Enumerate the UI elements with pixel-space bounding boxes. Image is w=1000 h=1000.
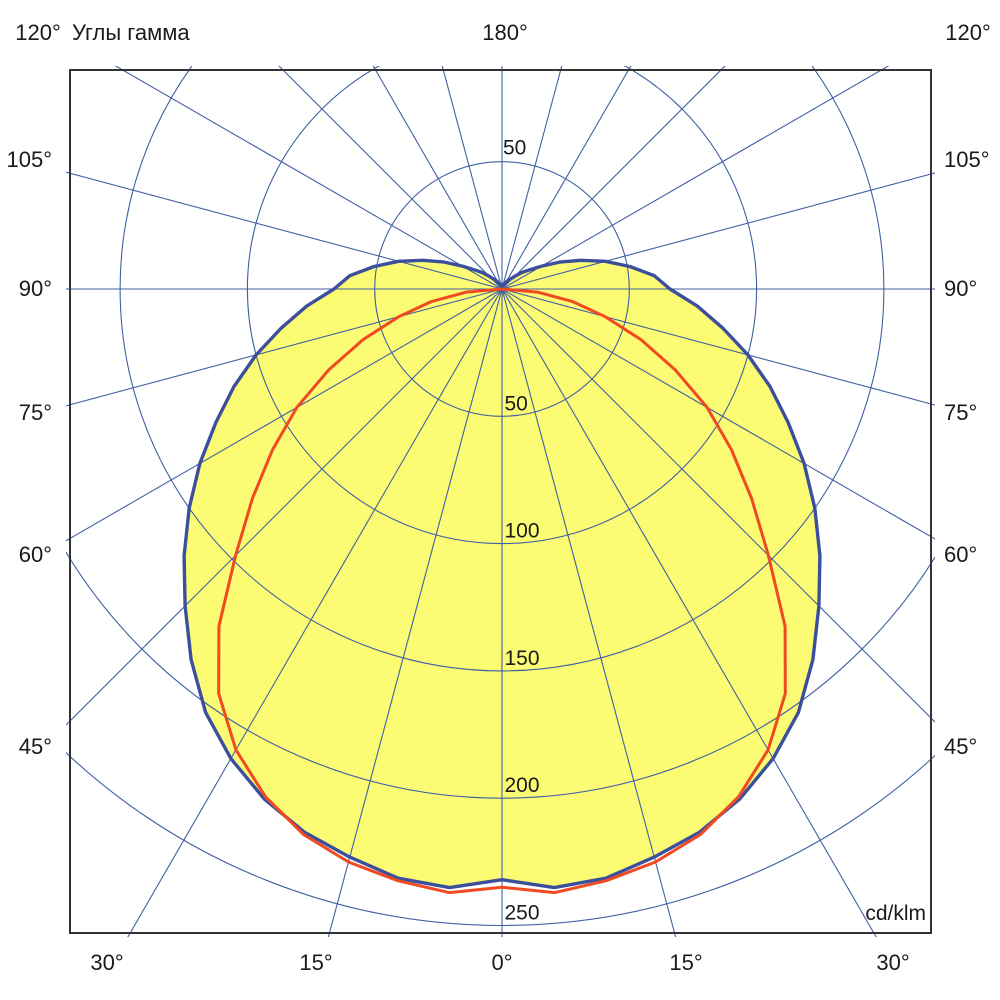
radial-tick-label-200: 200 <box>505 774 540 797</box>
gamma-label-top-left: 120° <box>15 20 61 45</box>
grid-ray-75 <box>501 288 935 406</box>
gamma-label-bottom-15-left: 15° <box>299 950 333 975</box>
gamma-label-left-45: 45° <box>18 734 52 759</box>
gamma-label-right-45: 45° <box>944 734 978 759</box>
c90-c270-curve <box>217 287 787 895</box>
grid-ray-225 <box>278 66 503 290</box>
grid-ray-135 <box>501 66 726 290</box>
grid-ray-195 <box>441 66 503 290</box>
grid-ray-345 <box>327 288 503 937</box>
grid-ray-105 <box>501 172 935 290</box>
grid-ray-315 <box>66 288 503 726</box>
gamma-label-bottom-15-right: 15° <box>669 950 703 975</box>
gamma-label-top-center: 180° <box>482 20 528 45</box>
gamma-label-left-60: 60° <box>18 542 52 567</box>
gamma-label-bottom-0: 0° <box>491 950 513 975</box>
grid-ray-255 <box>66 171 503 290</box>
gamma-label-bottom-30-right: 30° <box>876 950 910 975</box>
gamma-label-bottom-30-left: 30° <box>90 950 124 975</box>
grid-ray-120 <box>501 66 890 290</box>
gamma-label-right-90: 90° <box>944 276 978 301</box>
gamma-label-left-105: 105° <box>6 147 52 172</box>
radial-tick-labels: 50 100 150 200 250 50 <box>503 137 540 925</box>
gamma-label-right-60: 60° <box>944 542 978 567</box>
units-label: cd/klm <box>865 902 926 925</box>
grid-ray-285 <box>66 288 503 407</box>
grid-ray-330 <box>127 288 503 937</box>
radial-tick-label-50: 50 <box>505 392 528 415</box>
chart-title: Углы гамма <box>72 20 190 45</box>
radial-tick-label-100: 100 <box>505 520 540 543</box>
c0-c180-curve <box>182 258 822 890</box>
grid-ray-150 <box>501 66 632 290</box>
grid-ray-15 <box>501 288 677 937</box>
grid-ray-240 <box>114 66 503 290</box>
gamma-label-left-75: 75° <box>18 400 52 425</box>
radial-tick-label-150: 150 <box>505 647 540 670</box>
grid-ray-210 <box>372 66 503 290</box>
gamma-label-left-90: 90° <box>18 276 52 301</box>
grid-ray-45 <box>501 288 935 723</box>
plot-border <box>69 69 932 934</box>
radial-tick-label-upper-50: 50 <box>503 137 526 160</box>
grid-ray-30 <box>501 288 877 937</box>
grid-ray-165 <box>501 66 563 290</box>
grid-ray-300 <box>66 288 503 542</box>
radial-tick-label-250: 250 <box>505 902 540 925</box>
curves-layer <box>182 258 822 895</box>
gamma-label-right-105: 105° <box>944 147 990 172</box>
gamma-label-top-right: 120° <box>945 20 991 45</box>
grid-ray-60 <box>501 288 935 540</box>
gamma-label-right-75: 75° <box>944 400 978 425</box>
